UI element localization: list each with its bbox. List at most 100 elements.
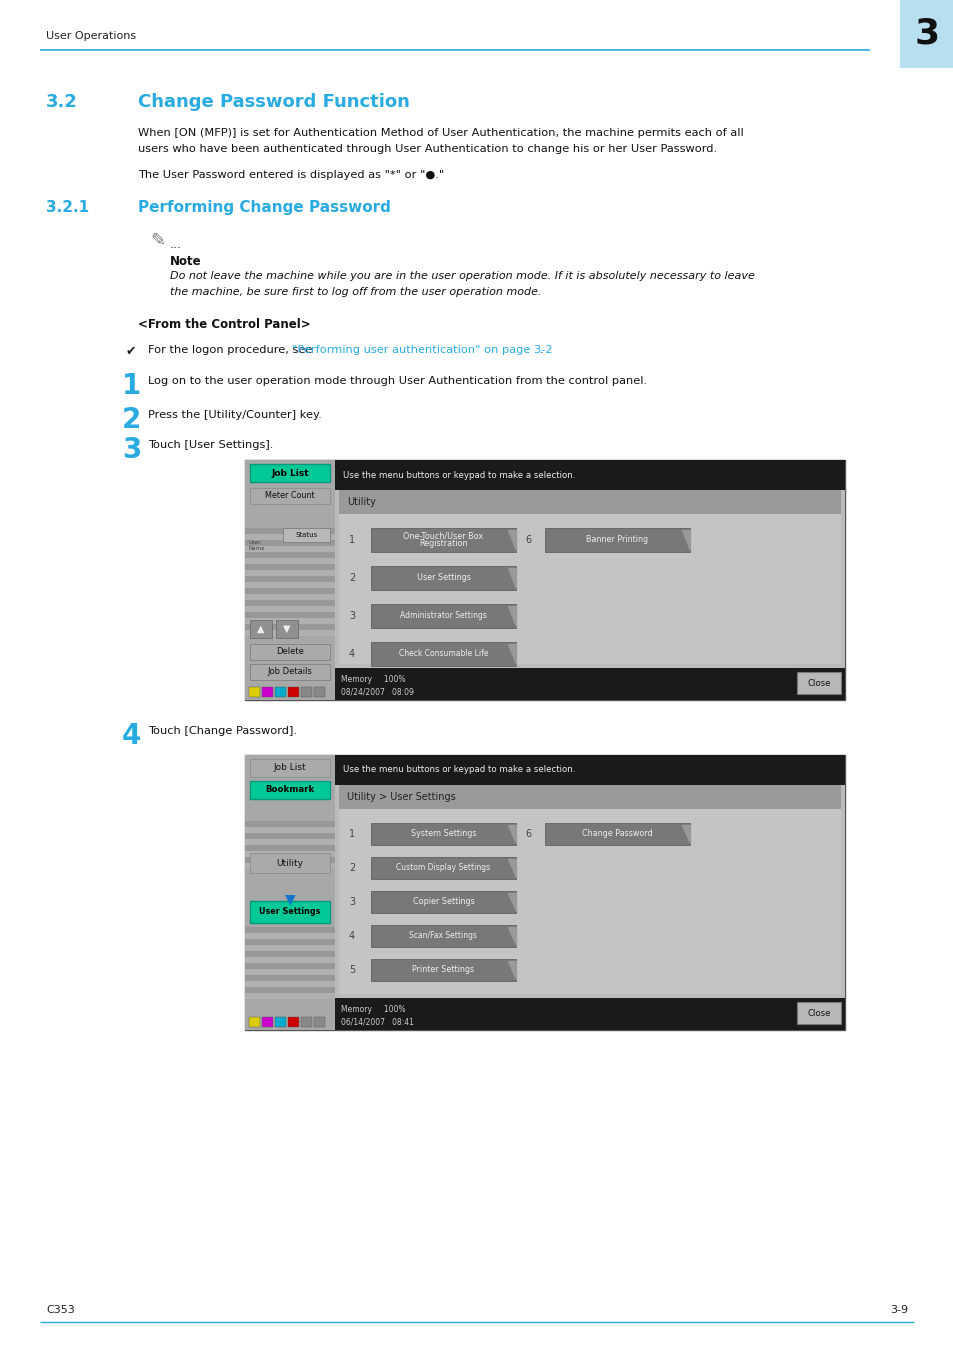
Text: Use the menu buttons or keypad to make a selection.: Use the menu buttons or keypad to make a… (343, 471, 575, 479)
Text: ✔: ✔ (126, 346, 136, 358)
Polygon shape (681, 825, 689, 842)
Bar (338, 784, 841, 809)
Text: Touch [User Settings].: Touch [User Settings]. (148, 440, 274, 450)
Text: Do not leave the machine while you are in the user operation mode. If it is abso: Do not leave the machine while you are i… (170, 271, 754, 281)
Bar (245, 540, 335, 545)
Bar (314, 687, 325, 697)
Text: Press the [Utility/Counter] key.: Press the [Utility/Counter] key. (148, 410, 321, 420)
Text: The User Password entered is displayed as "*" or "●.": The User Password entered is displayed a… (138, 170, 444, 180)
Text: Utility > User Settings: Utility > User Settings (347, 792, 456, 802)
Bar (245, 821, 335, 828)
Bar (301, 1017, 312, 1027)
Text: Scan/Fax Settings: Scan/Fax Settings (409, 931, 477, 941)
Bar (245, 564, 335, 570)
Bar (245, 612, 335, 618)
FancyBboxPatch shape (371, 643, 516, 666)
Bar (245, 460, 844, 701)
Bar (245, 957, 335, 963)
Bar (288, 687, 298, 697)
Polygon shape (507, 859, 516, 878)
Polygon shape (681, 531, 689, 549)
Bar (245, 969, 335, 975)
Text: ▼: ▼ (283, 624, 291, 634)
FancyBboxPatch shape (371, 603, 516, 628)
Bar (245, 981, 335, 987)
Text: Touch [Change Password].: Touch [Change Password]. (148, 726, 296, 736)
Text: Utility: Utility (347, 497, 375, 508)
Bar (245, 945, 335, 950)
Text: <From the Control Panel>: <From the Control Panel> (138, 319, 311, 331)
Text: Job List: Job List (271, 468, 309, 478)
Bar (245, 850, 335, 857)
Text: 5: 5 (349, 965, 355, 975)
FancyBboxPatch shape (371, 528, 516, 552)
Bar (335, 784, 844, 998)
Text: 08/24/2007   08:09: 08/24/2007 08:09 (340, 687, 414, 697)
Bar (335, 668, 844, 701)
Text: Administrator Settings: Administrator Settings (399, 612, 486, 621)
FancyBboxPatch shape (250, 853, 330, 873)
Bar (245, 963, 335, 969)
Text: Banner Printing: Banner Printing (586, 536, 648, 544)
Text: Change Password Function: Change Password Function (138, 93, 410, 111)
Text: 2: 2 (349, 572, 355, 583)
Bar (249, 687, 260, 697)
FancyBboxPatch shape (250, 620, 272, 639)
Text: .: . (539, 346, 543, 355)
Bar (262, 687, 273, 697)
Bar (245, 845, 335, 850)
Text: C353: C353 (46, 1305, 74, 1315)
Text: "Performing user authentication" on page 3-2: "Performing user authentication" on page… (292, 346, 552, 355)
Bar (245, 630, 335, 636)
Bar (245, 545, 335, 552)
Bar (245, 933, 335, 940)
FancyBboxPatch shape (371, 566, 516, 590)
Text: 3: 3 (122, 436, 141, 464)
FancyBboxPatch shape (250, 782, 330, 799)
Text: ✎: ✎ (150, 232, 165, 250)
Polygon shape (507, 825, 516, 842)
Text: User Settings: User Settings (259, 907, 320, 917)
Polygon shape (507, 644, 516, 664)
Text: 6: 6 (524, 829, 531, 838)
Bar (245, 828, 335, 833)
Text: Note: Note (170, 255, 201, 269)
Text: Job Details: Job Details (267, 667, 313, 676)
Text: User Operations: User Operations (46, 31, 136, 40)
Bar (262, 1017, 273, 1027)
Bar (245, 927, 335, 933)
Text: Utility: Utility (276, 859, 303, 868)
Text: 2: 2 (349, 863, 355, 873)
Bar (335, 998, 844, 1030)
Text: 3: 3 (914, 18, 939, 51)
Bar (245, 528, 335, 535)
Text: the machine, be sure first to log off from the user operation mode.: the machine, be sure first to log off fr… (170, 288, 541, 297)
Text: Meter Count: Meter Count (265, 491, 314, 501)
Bar (335, 460, 844, 490)
Bar (245, 624, 335, 630)
Bar (245, 755, 844, 1030)
FancyBboxPatch shape (796, 672, 841, 694)
Text: Log on to the user operation mode through User Authentication from the control p: Log on to the user operation mode throug… (148, 377, 646, 386)
Polygon shape (507, 892, 516, 911)
Bar (245, 535, 335, 540)
Text: Status: Status (295, 532, 317, 539)
Bar (245, 987, 335, 994)
Text: User Settings: User Settings (416, 574, 470, 582)
Text: 3: 3 (349, 896, 355, 907)
Polygon shape (507, 568, 516, 589)
Polygon shape (507, 927, 516, 945)
Bar (245, 838, 335, 845)
Text: Bookmark: Bookmark (265, 786, 314, 795)
Polygon shape (507, 531, 516, 549)
Text: 2: 2 (122, 406, 141, 433)
Bar (245, 558, 335, 564)
Text: Check Consumable Life: Check Consumable Life (398, 649, 488, 659)
Bar (245, 589, 335, 594)
Text: One-Touch/User Box: One-Touch/User Box (403, 532, 483, 540)
FancyBboxPatch shape (544, 824, 689, 845)
Text: System Settings: System Settings (411, 829, 476, 838)
Text: 3: 3 (349, 612, 355, 621)
Bar (245, 460, 335, 701)
Bar (245, 975, 335, 981)
